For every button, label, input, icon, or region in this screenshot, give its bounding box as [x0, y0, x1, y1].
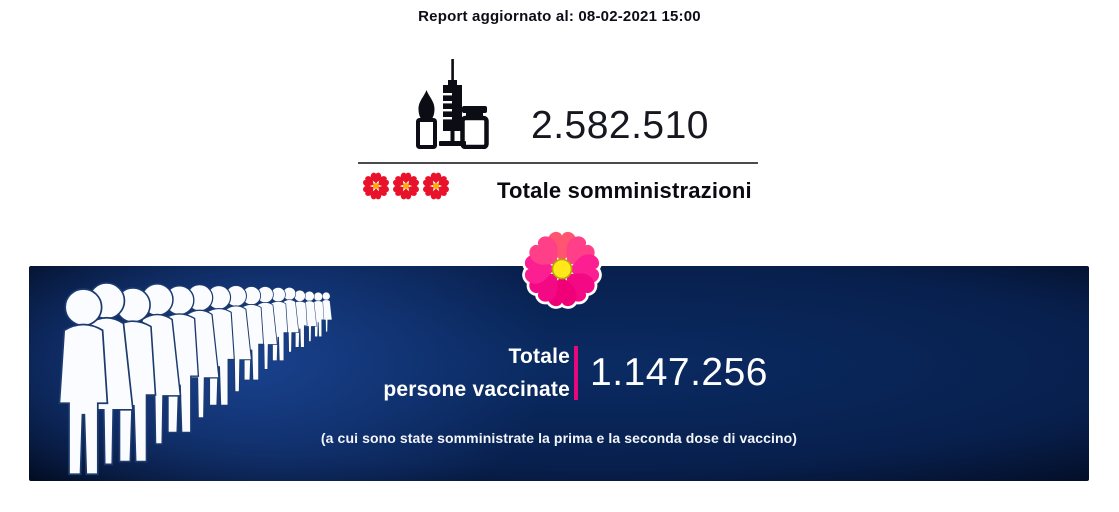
vaccinated-label-line2: persone vaccinate: [383, 378, 570, 401]
pink-flower-icon: [520, 227, 604, 311]
vaccinated-label: Totale persone vaccinate: [309, 340, 570, 406]
flower-icon: [422, 172, 450, 200]
divider-line: [358, 162, 758, 164]
vaccinated-value: 1.147.256: [590, 351, 769, 394]
total-administrations-label: Totale somministrazioni: [497, 178, 752, 203]
total-administrations-value: 2.582.510: [531, 104, 710, 147]
vaccinated-note: (a cui sono state somministrate la prima…: [320, 430, 798, 446]
report-updated-text: Report aggiornato al: 08-02-2021 15:00: [418, 8, 701, 25]
magenta-divider: [574, 346, 578, 400]
vaccinated-label-line1: Totale: [508, 345, 570, 368]
syringe-and-vials-icon: [416, 59, 489, 149]
flower-icon: [392, 172, 420, 200]
flower-icon: [362, 172, 390, 200]
red-flowers-decoration: [362, 172, 450, 200]
